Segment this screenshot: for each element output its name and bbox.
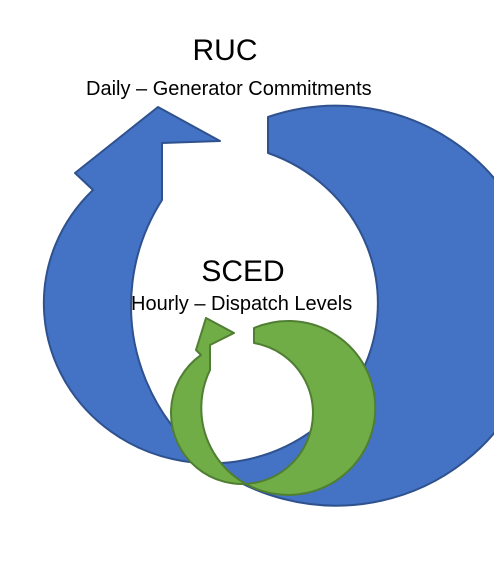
sced-subtitle: Hourly – Dispatch Levels [131, 293, 353, 315]
ruc-title: RUC [192, 34, 258, 67]
inner-cycle-arrow [170, 317, 377, 496]
ruc-subtitle: Daily – Generator Commitments [86, 78, 372, 100]
sced-title: SCED [201, 255, 285, 288]
